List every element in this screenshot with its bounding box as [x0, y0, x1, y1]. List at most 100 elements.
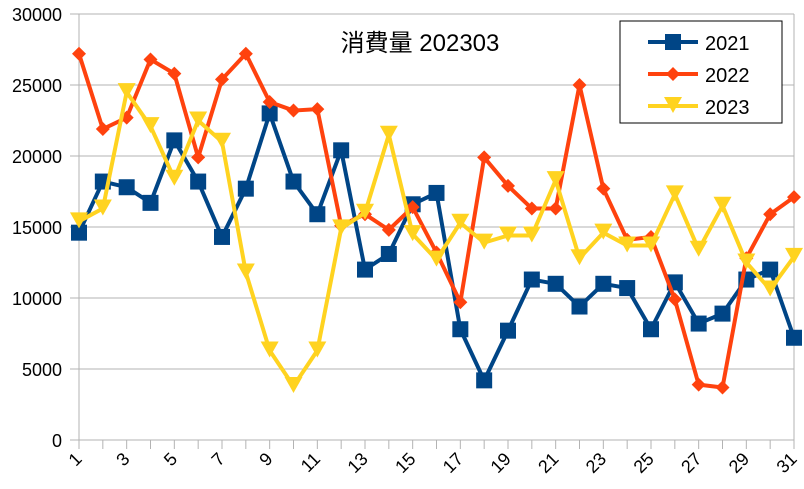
data-point-2021	[380, 245, 397, 262]
data-point-2022	[763, 207, 778, 222]
legend-label: 2023	[705, 97, 750, 119]
x-tick-label: 17	[439, 449, 467, 477]
data-point-2022	[167, 66, 182, 81]
data-point-2023	[761, 280, 780, 297]
x-tick-label: 13	[344, 449, 372, 477]
y-tick-label: 0	[52, 431, 62, 451]
y-axis: 0 5000 10000 15000 20000 25000 30000	[12, 5, 62, 451]
data-point-2021	[309, 206, 326, 223]
data-point-2023	[475, 233, 494, 250]
data-point-2023	[189, 111, 208, 128]
data-point-2023	[356, 203, 374, 220]
data-point-2022	[572, 78, 587, 92]
data-point-2023	[546, 171, 565, 188]
data-point-2022	[548, 201, 563, 216]
data-point-2021	[285, 173, 302, 190]
data-point-2022	[501, 178, 515, 193]
data-point-2022	[524, 201, 539, 216]
legend-marker-2021	[665, 34, 681, 50]
data-point-2022	[72, 46, 86, 61]
data-point-2022	[310, 102, 325, 117]
data-point-2023	[403, 225, 422, 242]
x-axis: 1 3 5 7 9 11 13 15 17 19 21 23 25 27 29 31	[65, 440, 801, 477]
x-tick-label: 15	[391, 449, 419, 477]
data-point-2021	[643, 321, 659, 338]
data-point-2021	[333, 142, 350, 159]
y-tick-label: 25000	[12, 76, 62, 96]
data-point-2022	[453, 295, 468, 310]
x-tick-label: 9	[255, 449, 276, 470]
data-point-2023	[141, 117, 160, 134]
data-point-2022	[715, 380, 730, 395]
data-point-2023	[117, 83, 136, 100]
data-point-2021	[118, 179, 135, 196]
data-point-2023	[665, 185, 684, 202]
y-tick-label: 5000	[22, 360, 62, 380]
x-tick-label: 31	[773, 449, 801, 477]
data-point-2023	[332, 219, 351, 236]
data-point-2021	[237, 180, 254, 197]
data-point-2023	[93, 199, 112, 216]
x-tick-label: 1	[65, 449, 86, 470]
data-point-2022	[262, 95, 277, 110]
data-point-2021	[762, 261, 779, 278]
data-point-2023	[618, 236, 637, 253]
data-point-2023	[308, 341, 327, 358]
data-point-2021	[476, 372, 493, 389]
data-point-2022	[691, 377, 706, 392]
y-tick-label: 20000	[12, 147, 62, 167]
data-point-2023	[713, 196, 732, 213]
x-tick-label: 5	[160, 449, 181, 470]
data-point-2022	[191, 150, 206, 165]
data-point-2023	[570, 249, 589, 266]
data-point-2023	[594, 223, 613, 240]
data-point-2023	[284, 377, 303, 394]
legend: 2021 2022 2023	[619, 20, 783, 124]
data-point-2023	[70, 212, 88, 229]
x-tick-label: 11	[297, 449, 324, 476]
data-point-2021	[428, 184, 445, 201]
x-tick-label: 7	[208, 449, 229, 470]
data-point-2021	[690, 315, 707, 332]
data-point-2021	[595, 275, 612, 292]
data-point-2021	[500, 322, 516, 339]
legend-marker-2022	[666, 67, 680, 81]
data-point-2023	[522, 226, 541, 243]
data-point-2021	[261, 105, 278, 122]
y-tick-label: 30000	[12, 5, 62, 25]
x-tick-label: 3	[112, 449, 133, 470]
x-tick-label: 19	[487, 449, 515, 477]
data-point-2023	[379, 125, 398, 142]
data-point-2023	[165, 169, 184, 186]
data-point-2022	[667, 292, 682, 307]
data-point-2021	[547, 275, 564, 292]
data-point-2022	[596, 181, 611, 196]
legend-label: 2021	[705, 33, 750, 55]
data-point-2021	[214, 228, 230, 245]
data-point-2023	[499, 226, 517, 243]
data-point-2022	[95, 122, 110, 137]
data-point-2021	[786, 329, 802, 346]
data-point-2023	[427, 250, 446, 267]
data-point-2021	[523, 271, 540, 288]
data-point-2021	[452, 321, 469, 338]
data-point-2022	[477, 150, 492, 165]
series-2022	[72, 46, 801, 395]
data-point-2023	[689, 240, 708, 257]
data-point-2022	[381, 222, 396, 237]
series-2023	[70, 83, 803, 394]
legend-label: 2022	[705, 65, 750, 87]
data-point-2023	[236, 263, 255, 280]
data-point-2022	[787, 190, 801, 205]
data-point-2023	[737, 253, 756, 270]
series-2021	[71, 105, 802, 389]
x-tick-label: 25	[630, 449, 658, 477]
x-tick-label: 23	[582, 449, 610, 477]
data-point-2021	[357, 261, 373, 278]
data-point-2021	[714, 305, 731, 322]
data-point-2023	[260, 341, 279, 358]
data-point-2023	[451, 213, 470, 230]
y-tick-label: 10000	[12, 289, 62, 309]
x-tick-label: 27	[677, 449, 705, 477]
